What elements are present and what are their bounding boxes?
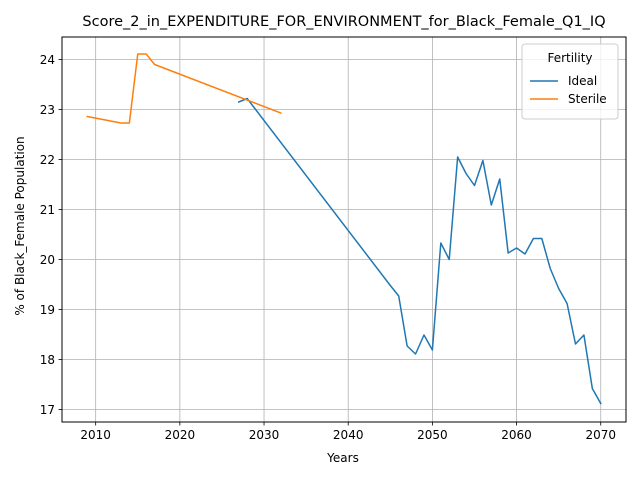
- y-tick-label: 17: [40, 403, 55, 417]
- y-tick-label: 18: [40, 353, 55, 367]
- legend-title: Fertility: [547, 51, 592, 65]
- x-tick-label: 2020: [165, 428, 196, 442]
- legend: Fertility Ideal Sterile: [521, 43, 619, 120]
- legend-box: [521, 43, 619, 120]
- x-tick-label: 2040: [333, 428, 364, 442]
- y-tick-label: 19: [40, 303, 55, 317]
- x-tick-label: 2070: [585, 428, 616, 442]
- x-tick-label: 2010: [80, 428, 111, 442]
- x-tick-label: 2050: [417, 428, 448, 442]
- y-tick-label: 21: [40, 203, 55, 217]
- y-tick-label: 23: [40, 103, 55, 117]
- y-axis-label: % of Black_Female Population: [13, 136, 27, 315]
- series-line-sterile: [86, 53, 282, 124]
- y-tick-label: 22: [40, 153, 55, 167]
- legend-label-ideal: Ideal: [568, 74, 597, 88]
- ticks: 2010 2020 2030 2040 2050 2060 2070 17 18 19 20 21 22…: [40, 53, 616, 442]
- legend-label-sterile: Sterile: [568, 92, 607, 106]
- chart-title: Score_2_in_EXPENDITURE_FOR_ENVIRONMENT_f…: [82, 14, 605, 30]
- x-tick-label: 2060: [501, 428, 532, 442]
- y-tick-label: 20: [40, 253, 55, 267]
- y-tick-label: 24: [40, 53, 55, 67]
- plot-frame: [61, 36, 627, 423]
- series-line-ideal: [237, 97, 602, 405]
- x-axis-label: Years: [326, 451, 359, 465]
- x-tick-label: 2030: [249, 428, 280, 442]
- series-layer: [86, 53, 602, 405]
